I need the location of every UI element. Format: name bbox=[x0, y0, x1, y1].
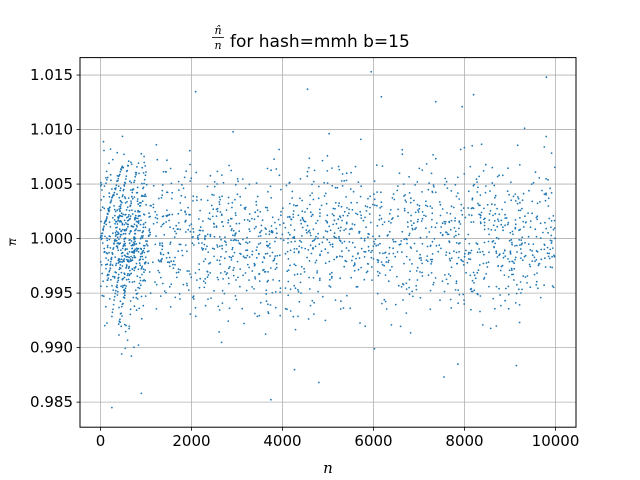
x-tick-label: 2000 bbox=[172, 432, 210, 450]
y-tick-label: 0.990 bbox=[30, 339, 73, 357]
axes-frame bbox=[79, 57, 577, 428]
x-tick-label: 0 bbox=[96, 432, 106, 450]
x-tick-label: 10000 bbox=[532, 432, 580, 450]
title-text: for hash=mmh b=15 bbox=[230, 32, 410, 52]
scatter-points bbox=[99, 70, 556, 409]
y-tick-label: 1.005 bbox=[30, 175, 73, 193]
x-axis-ticks: 0 2000 4000 6000 8000 10000 bbox=[96, 427, 580, 450]
x-tick-label: 4000 bbox=[263, 432, 301, 450]
y-axis-ticks: 0.985 0.990 0.995 1.000 1.005 1.010 1.015 bbox=[30, 66, 80, 411]
y-axis-label: n bbox=[6, 238, 19, 246]
y-tick-label: 0.995 bbox=[30, 284, 73, 302]
grid bbox=[80, 57, 576, 428]
scatter-point-cloud bbox=[99, 70, 556, 409]
title-fraction-denominator: n bbox=[214, 39, 221, 52]
y-axis-label-text: n bbox=[6, 238, 19, 245]
y-tick-label: 1.010 bbox=[30, 121, 73, 139]
x-tick-label: 8000 bbox=[445, 432, 483, 450]
y-tick-label: 1.015 bbox=[30, 66, 73, 84]
x-tick-label: 6000 bbox=[354, 432, 392, 450]
y-tick-label: 1.000 bbox=[30, 230, 73, 248]
x-axis-label: n bbox=[323, 459, 333, 477]
chart-title: n̂ n for hash=mmh b=15 bbox=[212, 24, 410, 52]
y-tick-label: 0.985 bbox=[30, 393, 73, 411]
title-fraction-numerator: n̂ bbox=[214, 24, 221, 37]
